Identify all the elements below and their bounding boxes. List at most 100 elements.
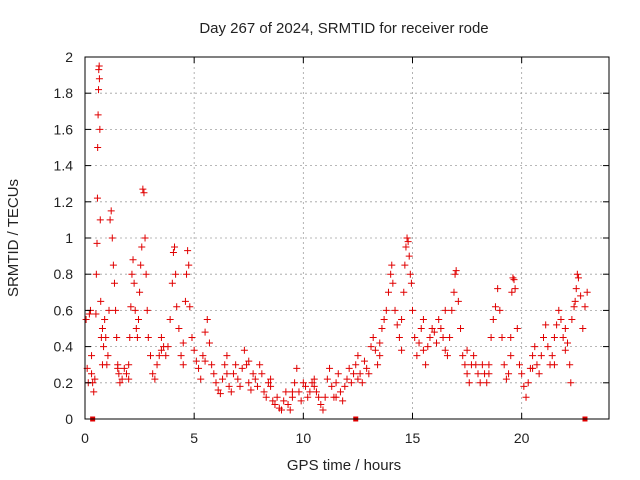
y-tick-label: 0: [65, 411, 73, 427]
data-point: [183, 270, 191, 278]
data-point: [199, 352, 207, 360]
data-point: [489, 315, 497, 323]
data-point: [508, 288, 516, 296]
data-point: [223, 370, 231, 378]
data-point: [177, 352, 185, 360]
data-point: [258, 370, 266, 378]
data-point: [247, 386, 255, 394]
data-point: [269, 397, 277, 405]
data-point: [109, 261, 117, 269]
data-point: [347, 379, 355, 387]
data-point: [568, 315, 576, 323]
data-point: [90, 388, 98, 396]
data-point: [323, 375, 331, 383]
data-point: [509, 274, 517, 282]
data-point: [384, 288, 392, 296]
data-point: [395, 334, 403, 342]
data-point: [271, 401, 279, 409]
data-point: [415, 339, 423, 347]
data-point: [433, 339, 441, 347]
data-point: [219, 375, 227, 383]
data-point: [566, 361, 574, 369]
data-point: [147, 352, 154, 360]
data-point: [465, 379, 473, 387]
data-point: [448, 306, 456, 314]
data-point: [393, 321, 401, 329]
data-point: [91, 375, 99, 383]
data-point: [181, 297, 189, 305]
data-point: [571, 297, 579, 305]
data-point: [203, 315, 211, 323]
data-point: [88, 370, 96, 378]
data-point: [332, 379, 340, 387]
x-tick-label: 15: [405, 430, 421, 446]
data-point: [95, 75, 103, 83]
data-point: [144, 334, 152, 342]
data-point: [95, 62, 103, 70]
data-point: [572, 285, 580, 293]
y-tick-label: 0.8: [54, 266, 74, 282]
data-point: [225, 382, 233, 390]
data-point: [500, 361, 508, 369]
data-point: [157, 334, 165, 342]
data-point: [441, 346, 449, 354]
data-point: [374, 361, 382, 369]
data-point: [273, 393, 281, 401]
data-point: [494, 285, 502, 293]
data-point: [93, 194, 101, 202]
data-point: [389, 279, 397, 287]
data-point: [297, 397, 305, 405]
data-point: [544, 343, 552, 351]
data-point: [104, 352, 112, 360]
data-point: [319, 406, 327, 414]
data-point: [570, 303, 578, 311]
data-point: [168, 279, 176, 287]
y-tick-label: 0.4: [54, 339, 74, 355]
data-point: [251, 375, 259, 383]
data-point: [511, 285, 519, 293]
data-point: [535, 370, 543, 378]
data-point: [236, 382, 244, 390]
data-point: [498, 334, 506, 342]
data-point: [454, 297, 462, 305]
data-point: [513, 325, 521, 332]
data-point: [126, 334, 134, 342]
data-point: [402, 243, 410, 251]
data-point: [478, 361, 486, 369]
x-tick-label: 5: [190, 430, 198, 446]
y-tick-label: 1: [65, 230, 73, 246]
data-point: [134, 315, 142, 323]
data-point: [352, 361, 360, 369]
data-point: [227, 388, 235, 396]
data-point: [221, 361, 229, 369]
data-point: [110, 279, 118, 287]
data-point: [472, 361, 480, 369]
data-point: [457, 325, 465, 332]
data-point: [529, 352, 537, 360]
data-point: [461, 361, 469, 369]
data-point: [343, 375, 351, 383]
data-point: [321, 393, 329, 401]
data-point: [210, 370, 218, 378]
data-point: [306, 388, 314, 396]
data-point: [101, 315, 109, 323]
y-tick-label: 1.2: [54, 194, 74, 210]
data-point: [559, 334, 567, 342]
data-point: [169, 248, 177, 256]
data-point: [485, 370, 493, 378]
data-point: [507, 352, 515, 360]
data-point: [98, 325, 106, 332]
data-point: [463, 370, 471, 378]
data-point: [208, 361, 216, 369]
data-point: [214, 386, 222, 394]
data-point: [96, 125, 104, 133]
data-point: [419, 346, 427, 354]
data-point: [302, 382, 310, 390]
y-tick-label: 1.6: [54, 121, 74, 137]
data-point: [172, 270, 180, 278]
data-point: [520, 382, 528, 390]
data-point: [529, 364, 537, 372]
data-point: [367, 343, 375, 351]
data-point: [443, 352, 451, 360]
